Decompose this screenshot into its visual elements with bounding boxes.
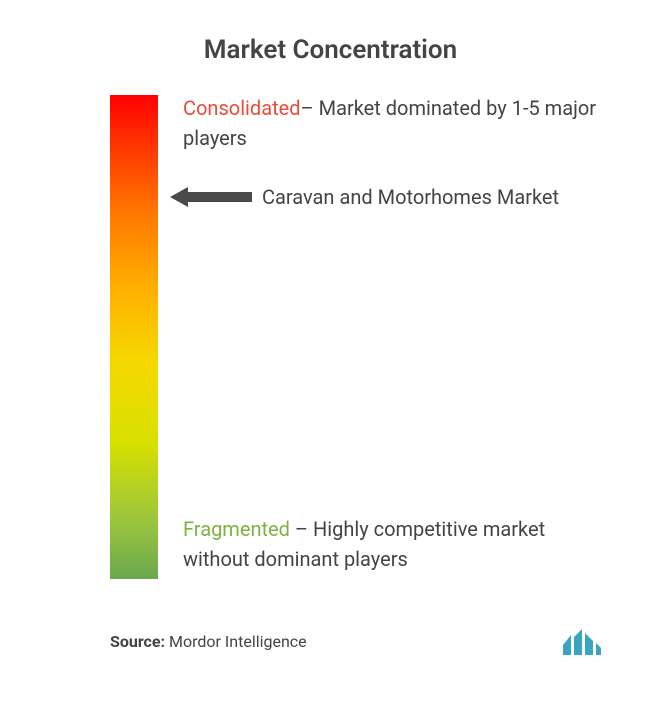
arrow-left-icon (170, 187, 252, 207)
source-line: Source: Mordor Intelligence (110, 632, 307, 651)
pointer-label: Caravan and Motorhomes Market (262, 185, 559, 209)
pointer: Caravan and Motorhomes Market (170, 185, 559, 209)
footer: Source: Mordor Intelligence (110, 627, 601, 655)
consolidated-label: Consolidated– Market dominated by 1-5 ma… (183, 93, 611, 153)
consolidated-keyword: Consolidated (183, 96, 301, 120)
concentration-gradient-bar (110, 95, 158, 579)
mordor-logo-icon (563, 627, 601, 655)
fragmented-label: Fragmented – Highly competitive market w… (183, 514, 611, 574)
page-title: Market Concentration (0, 0, 661, 95)
source-label: Source: (110, 632, 165, 651)
source-value: Mordor Intelligence (169, 632, 307, 651)
fragmented-keyword: Fragmented (183, 517, 290, 541)
